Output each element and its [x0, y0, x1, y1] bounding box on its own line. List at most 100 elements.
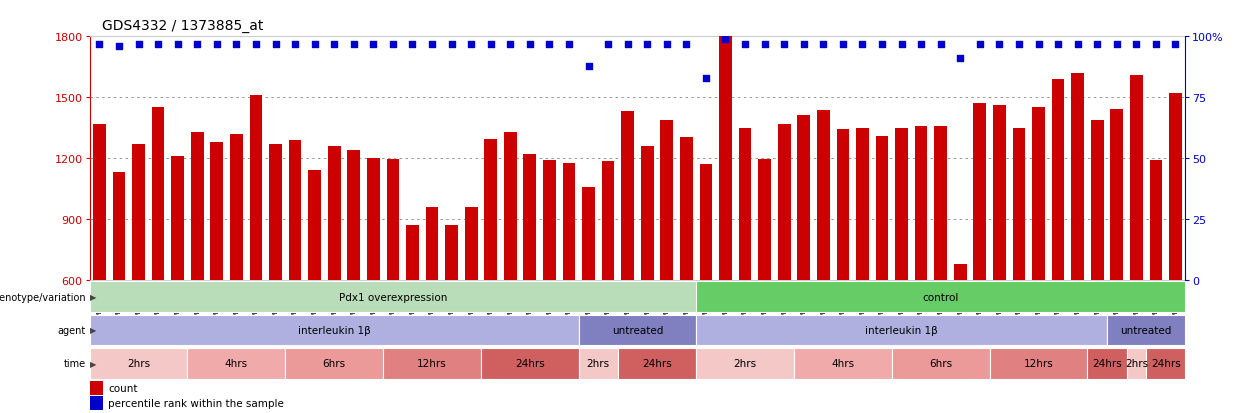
- Bar: [386, 160, 400, 280]
- Bar: [934, 126, 947, 280]
- Bar: [172, 157, 184, 280]
- Point: [1008, 41, 1028, 48]
- Bar: [190, 133, 204, 280]
- Point: [1127, 41, 1147, 48]
- Bar: [1149, 161, 1163, 280]
- Bar: [895, 128, 908, 280]
- Bar: [347, 151, 360, 280]
- Bar: [621, 112, 634, 280]
- Bar: [797, 115, 810, 280]
- Point: [1107, 41, 1127, 48]
- Bar: [817, 111, 829, 280]
- Bar: [857, 128, 869, 280]
- Bar: [758, 160, 771, 280]
- Bar: [1147, 348, 1185, 379]
- Point: [696, 75, 716, 82]
- Bar: [579, 315, 696, 345]
- Point: [774, 41, 794, 48]
- Bar: [383, 348, 481, 379]
- Bar: [738, 128, 752, 280]
- Bar: [1071, 74, 1084, 280]
- Text: 24hrs: 24hrs: [1092, 358, 1122, 368]
- Bar: [484, 140, 497, 280]
- Point: [1087, 41, 1107, 48]
- Bar: [875, 137, 889, 280]
- Point: [207, 41, 227, 48]
- Point: [970, 41, 990, 48]
- Bar: [230, 135, 243, 280]
- Bar: [563, 164, 575, 280]
- Point: [442, 41, 462, 48]
- Point: [891, 41, 911, 48]
- Text: ▶: ▶: [90, 359, 96, 368]
- Bar: [660, 120, 674, 280]
- Text: 12hrs: 12hrs: [417, 358, 447, 368]
- Text: Pdx1 overexpression: Pdx1 overexpression: [339, 292, 447, 302]
- Point: [481, 41, 500, 48]
- Point: [1068, 41, 1088, 48]
- Bar: [285, 348, 383, 379]
- Text: 2hrs: 2hrs: [586, 358, 610, 368]
- Point: [364, 41, 383, 48]
- Point: [500, 41, 520, 48]
- Text: 24hrs: 24hrs: [515, 358, 545, 368]
- Text: 24hrs: 24hrs: [642, 358, 672, 368]
- Bar: [700, 165, 712, 280]
- Point: [637, 41, 657, 48]
- Text: interleukin 1β: interleukin 1β: [865, 325, 937, 335]
- Point: [676, 41, 696, 48]
- Point: [539, 41, 559, 48]
- Text: genotype/variation: genotype/variation: [0, 292, 86, 302]
- Bar: [406, 226, 418, 280]
- Bar: [152, 108, 164, 280]
- Point: [990, 41, 1010, 48]
- Bar: [579, 348, 618, 379]
- Text: ▶: ▶: [90, 292, 96, 301]
- Point: [110, 44, 129, 50]
- Bar: [696, 348, 794, 379]
- Bar: [641, 147, 654, 280]
- Bar: [464, 207, 478, 280]
- Bar: [367, 159, 380, 280]
- Text: count: count: [108, 383, 138, 393]
- Text: interleukin 1β: interleukin 1β: [298, 325, 371, 335]
- Bar: [1130, 76, 1143, 280]
- Bar: [974, 104, 986, 280]
- Bar: [1091, 120, 1103, 280]
- Bar: [426, 207, 438, 280]
- Point: [716, 36, 736, 43]
- Point: [265, 41, 285, 48]
- Point: [422, 41, 442, 48]
- Point: [754, 41, 774, 48]
- Bar: [891, 348, 990, 379]
- Bar: [990, 348, 1087, 379]
- Bar: [1127, 348, 1147, 379]
- Bar: [1087, 348, 1127, 379]
- Bar: [188, 348, 285, 379]
- Bar: [90, 348, 188, 379]
- Point: [128, 41, 148, 48]
- Point: [872, 41, 891, 48]
- Bar: [210, 142, 223, 280]
- Bar: [446, 226, 458, 280]
- Bar: [1169, 94, 1182, 280]
- Text: 6hrs: 6hrs: [929, 358, 952, 368]
- Point: [931, 41, 951, 48]
- Bar: [994, 106, 1006, 280]
- Point: [1145, 41, 1165, 48]
- Point: [853, 41, 873, 48]
- Point: [305, 41, 325, 48]
- Bar: [249, 96, 263, 280]
- Point: [402, 41, 422, 48]
- Bar: [618, 348, 696, 379]
- Bar: [1111, 110, 1123, 280]
- Point: [1165, 41, 1185, 48]
- Text: control: control: [923, 292, 959, 302]
- Point: [579, 63, 599, 70]
- Bar: [289, 140, 301, 280]
- Point: [618, 41, 637, 48]
- Bar: [601, 162, 615, 280]
- Bar: [523, 155, 537, 280]
- Text: GDS4332 / 1373885_at: GDS4332 / 1373885_at: [102, 19, 264, 33]
- Text: 6hrs: 6hrs: [322, 358, 346, 368]
